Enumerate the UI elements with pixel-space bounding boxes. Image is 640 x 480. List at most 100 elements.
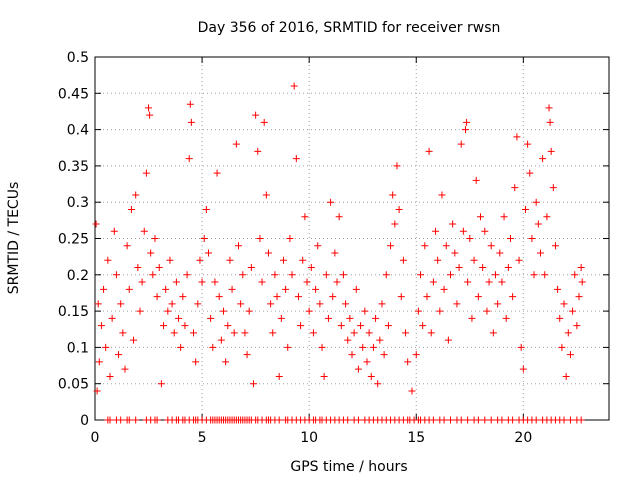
data-point xyxy=(554,285,562,293)
data-point xyxy=(252,111,260,119)
data-point xyxy=(367,372,375,380)
y-tick-label: 0.15 xyxy=(58,304,89,320)
data-point xyxy=(477,213,484,221)
data-point xyxy=(534,220,542,228)
data-point xyxy=(468,314,476,322)
data-point xyxy=(331,249,339,257)
data-point xyxy=(262,191,270,199)
data-point xyxy=(577,264,585,272)
data-point xyxy=(226,256,234,264)
data-point xyxy=(279,256,287,264)
data-point xyxy=(324,314,332,322)
data-point xyxy=(241,329,249,337)
data-point xyxy=(275,416,283,424)
data-point xyxy=(474,416,482,424)
data-point xyxy=(322,271,330,279)
data-point xyxy=(498,416,506,424)
data-point xyxy=(177,343,185,351)
data-point xyxy=(474,293,482,301)
data-point xyxy=(382,271,390,279)
data-point xyxy=(442,242,450,250)
data-point xyxy=(560,416,568,424)
data-point xyxy=(132,191,140,199)
data-point xyxy=(517,343,525,351)
y-tick-label: 0.25 xyxy=(58,232,89,248)
data-point xyxy=(569,307,577,315)
data-point xyxy=(354,365,362,373)
data-point xyxy=(541,271,549,279)
x-tick-label: 15 xyxy=(407,430,425,446)
data-point xyxy=(138,278,146,286)
data-point xyxy=(348,351,356,359)
data-point xyxy=(369,343,377,351)
data-point xyxy=(132,416,140,424)
data-point xyxy=(123,242,131,250)
data-point xyxy=(391,220,399,228)
data-point xyxy=(457,140,465,148)
data-point xyxy=(247,264,255,272)
data-point xyxy=(224,322,232,330)
data-point xyxy=(363,358,371,366)
data-point xyxy=(566,351,574,359)
data-point xyxy=(284,343,292,351)
data-point xyxy=(119,329,127,337)
data-point xyxy=(487,416,495,424)
data-point xyxy=(299,256,307,264)
data-point xyxy=(164,307,172,315)
data-point xyxy=(558,343,566,351)
data-point xyxy=(464,416,472,424)
data-point xyxy=(344,336,352,344)
data-point xyxy=(303,278,311,286)
data-point xyxy=(151,235,159,242)
data-point xyxy=(95,358,103,366)
data-point xyxy=(521,205,529,213)
data-point xyxy=(545,104,553,112)
data-point xyxy=(361,307,369,315)
data-point xyxy=(457,416,465,424)
data-point xyxy=(408,387,416,395)
data-point xyxy=(532,198,540,206)
data-point xyxy=(145,104,153,112)
data-point xyxy=(427,329,435,337)
data-point xyxy=(320,372,328,380)
data-point xyxy=(327,198,335,206)
data-point xyxy=(509,416,517,424)
data-point xyxy=(194,300,202,308)
y-tick-label: 0.35 xyxy=(58,159,89,175)
data-point xyxy=(423,293,431,301)
data-point xyxy=(547,147,555,155)
data-point xyxy=(249,380,257,388)
data-point xyxy=(162,285,170,293)
data-point xyxy=(419,322,427,330)
data-point xyxy=(578,278,586,286)
data-point xyxy=(472,176,480,184)
data-point xyxy=(357,322,365,330)
data-point xyxy=(335,213,343,221)
data-point xyxy=(453,300,461,308)
data-point xyxy=(301,213,309,221)
data-point xyxy=(117,300,125,308)
data-point xyxy=(470,256,478,264)
data-point xyxy=(125,285,133,293)
data-point xyxy=(108,314,116,322)
data-point xyxy=(342,300,350,308)
data-point xyxy=(275,372,283,380)
data-point xyxy=(481,227,489,235)
data-point xyxy=(104,256,112,264)
data-point xyxy=(106,416,114,424)
data-point xyxy=(220,307,227,315)
data-point xyxy=(234,242,242,250)
data-point xyxy=(429,416,437,424)
data-point xyxy=(209,343,217,351)
data-point xyxy=(374,380,382,388)
data-point xyxy=(136,307,144,315)
data-point xyxy=(393,162,401,170)
data-point xyxy=(449,220,457,228)
data-point xyxy=(93,387,101,395)
data-point xyxy=(549,184,557,192)
data-point xyxy=(440,416,448,424)
data-point xyxy=(125,416,133,424)
data-point xyxy=(243,351,251,359)
data-point xyxy=(211,278,219,286)
data-point xyxy=(217,336,225,344)
